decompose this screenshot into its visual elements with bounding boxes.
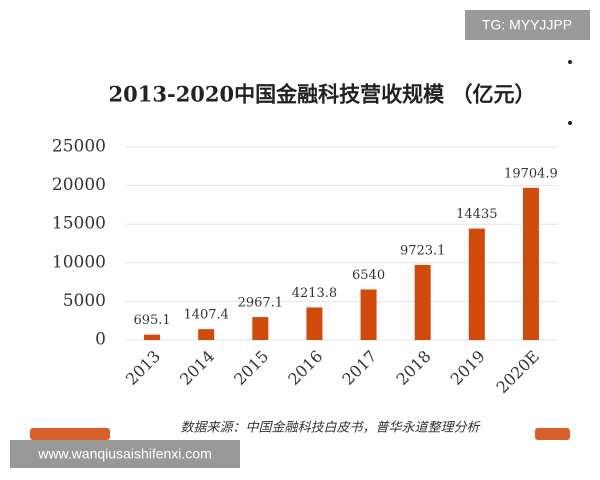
bar: [306, 307, 323, 340]
banner-text: www.wanqiusaishifenxi.com: [37, 446, 212, 462]
watermark-box: [465, 10, 590, 40]
watermark: TG: MYYJJPP: [482, 17, 572, 33]
y-tick-label: 5000: [63, 291, 106, 311]
bar: [360, 289, 377, 340]
y-tick-label: 20000: [52, 175, 106, 195]
data-label: 2967.1: [238, 296, 284, 311]
decoration: [535, 428, 570, 440]
data-label: 9723.1: [400, 243, 446, 258]
data-label: 6540: [352, 268, 385, 283]
data-label: 1407.4: [183, 308, 229, 323]
y-tick-label: 0: [95, 330, 106, 350]
bar: [144, 334, 161, 340]
bullet-dot: [568, 60, 572, 64]
bar: [252, 317, 269, 340]
data-label: 19704.9: [504, 166, 558, 181]
bar: [414, 264, 431, 340]
banner-box: [10, 440, 240, 468]
data-label: 14435: [456, 207, 497, 222]
source-note: 数据来源：中国金融科技白皮书，普华永道整理分析: [180, 420, 481, 436]
bar: [468, 228, 485, 340]
data-label: 4213.8: [292, 286, 338, 301]
y-tick-label: 25000: [52, 137, 106, 157]
bar: [522, 187, 539, 340]
bullet-dot: [568, 121, 572, 125]
y-tick-label: 15000: [52, 214, 106, 234]
decoration: [30, 428, 110, 440]
y-tick-label: 10000: [52, 252, 106, 272]
chart-title: 2013-2020中国金融科技营收规模 （亿元）: [109, 82, 536, 107]
data-label: 695.1: [133, 313, 170, 328]
bar: [198, 329, 215, 340]
